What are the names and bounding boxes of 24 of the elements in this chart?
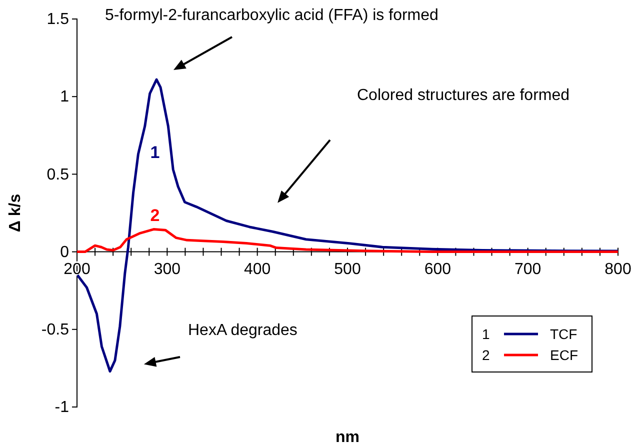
x-axis-title: nm [336,429,360,445]
annotation: Colored structures are formed [357,87,570,104]
y-tick-label: 0.5 [46,166,70,184]
annotation: HexA degrades [188,322,298,339]
x-tick-label: 700 [514,261,542,278]
text: 1 [482,326,490,342]
x-tick-label: 300 [154,261,181,278]
x-tick-label: 600 [424,261,452,278]
annotation: 5-formyl-2-furancarboxylic acid (FFA) is formed [105,7,438,24]
y-axis-title: Δ k/s [7,194,24,232]
y-tick-label: 0 [60,244,70,261]
text: 2 [482,346,490,363]
y-tick-label: 1.5 [46,11,70,28]
legend-label: TCF [550,326,578,342]
line-series [76,228,620,254]
y-tick-label: -1 [54,399,70,416]
x-tick-label: 400 [244,261,271,278]
y-tick-label: 1 [60,88,70,106]
x-tick-label: 800 [604,261,632,278]
annotation: 1 [150,142,160,162]
y-tick-label: -0.5 [41,322,70,339]
legend-label: ECF [550,346,578,363]
annotation: 2 [150,206,160,225]
x-tick-label: 500 [334,261,361,278]
